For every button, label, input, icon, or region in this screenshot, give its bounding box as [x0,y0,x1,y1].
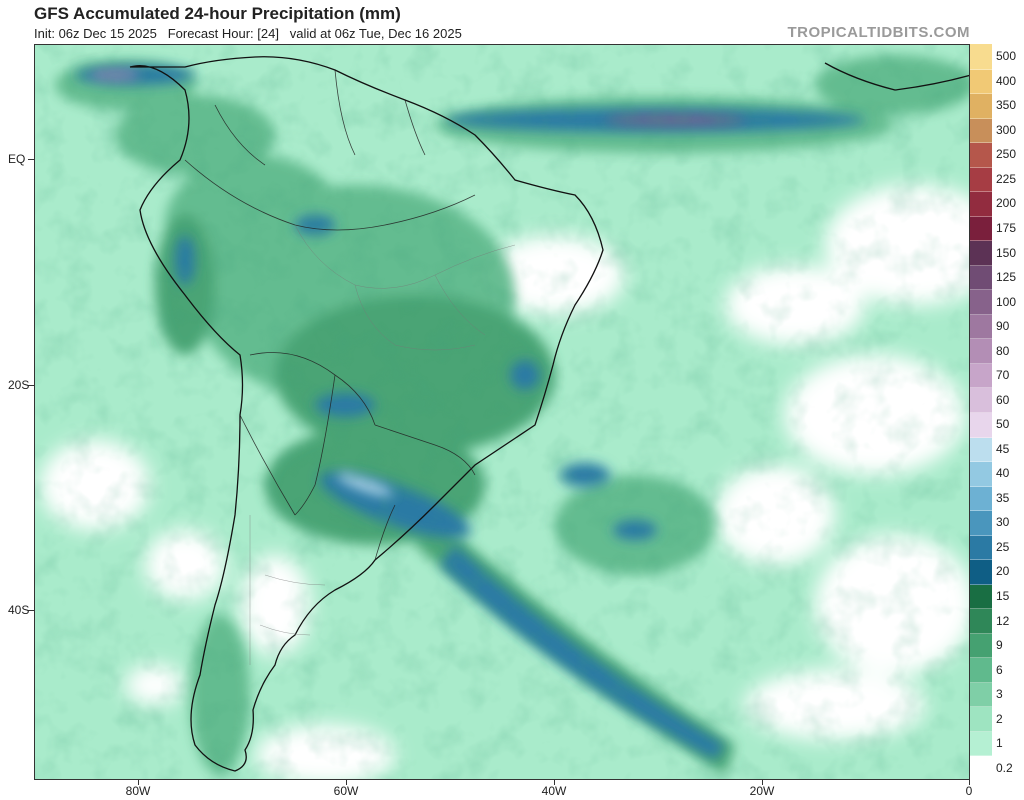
legend-swatch [970,412,992,438]
legend-label: 225 [996,171,1017,186]
legend-label: 50 [996,417,1010,432]
legend-label: 150 [996,245,1017,260]
legend-label: 90 [996,319,1010,334]
legend-swatch [970,559,992,585]
legend-swatch [970,338,992,364]
legend-label: 12 [996,613,1010,628]
legend-label: 500 [996,49,1017,64]
legend-label: 3 [996,687,1003,702]
legend-label: 25 [996,539,1010,554]
legend-swatch [970,93,992,119]
legend-swatch [970,583,992,610]
y-tick [28,610,34,611]
legend-swatch [970,68,992,95]
legend-label: 70 [996,368,1010,383]
legend-swatch [970,117,992,144]
legend-swatch [970,191,992,217]
map-svg [35,45,969,779]
legend-label: 350 [996,98,1017,113]
x-tick [554,780,555,785]
legend-swatch [970,166,992,193]
legend-swatch [970,510,992,536]
y-label-40s: 40S [8,603,30,617]
legend-label: 9 [996,638,1003,653]
legend-swatch [970,215,992,242]
state-borders [249,224,516,665]
legend-swatch [970,44,992,70]
chart-subtitle: Init: 06z Dec 15 2025 Forecast Hour: [24… [34,26,462,41]
x-label-60w: 60W [333,784,359,798]
x-tick [346,780,347,785]
legend-label: 0.2 [996,760,1013,775]
y-label-20s: 20S [8,378,30,392]
legend-swatch [970,142,992,168]
legend-swatch [970,534,992,561]
legend-swatch [970,313,992,340]
legend-label: 100 [996,294,1017,309]
legend-label: 250 [996,147,1017,162]
legend-swatch [970,289,992,315]
legend-swatch [970,681,992,708]
texture-overlay [35,45,969,779]
legend-label: 6 [996,662,1003,677]
legend-label: 2 [996,711,1003,726]
y-label-eq: EQ [8,152,26,166]
legend-swatch [970,755,992,781]
legend-label: 15 [996,589,1010,603]
legend-swatch [970,436,992,463]
legend-swatch [970,706,992,732]
legend-label: 30 [996,515,1010,530]
y-tick [28,385,34,386]
color-legend: 0.2 1 2 3 6 9 12 15 20 25 30 35 40 45 50 60 70 80 90 100 125… [970,44,1016,781]
x-tick [969,780,970,785]
legend-swatch [970,461,992,487]
legend-label: 40 [996,466,1010,481]
country-borders [184,69,476,561]
legend-label: 1 [996,736,1003,751]
legend-swatch [970,657,992,683]
chart-title: GFS Accumulated 24-hour Precipitation (m… [34,4,401,23]
legend-swatch [970,730,992,757]
legend-swatch [970,240,992,266]
y-tick [28,159,34,160]
legend-swatch [970,387,992,413]
legend-label: 35 [996,490,1010,505]
legend-label: 300 [996,122,1017,137]
legend-label: 80 [996,343,1010,358]
x-tick [762,780,763,785]
legend-label: 125 [996,270,1017,285]
brand-watermark: TROPICALTIDBITS.COM [787,24,970,41]
x-label-0: 0 [965,784,973,798]
legend-swatch [970,485,992,512]
coastlines [129,56,969,772]
legend-label: 20 [996,564,1010,579]
legend-swatch [970,264,992,291]
legend-label: 200 [996,196,1017,211]
precipitation-map [34,44,970,780]
legend-label: 45 [996,441,1010,456]
legend-swatch [970,608,992,634]
legend-label: 175 [996,221,1017,235]
legend-swatch [970,632,992,659]
x-label-40w: 40W [541,784,567,798]
x-label-80w: 80W [125,784,151,798]
legend-label: 60 [996,392,1010,407]
legend-swatch [970,362,992,389]
x-tick [138,780,139,785]
x-label-20w: 20W [749,784,775,798]
legend-label: 400 [996,73,1017,88]
